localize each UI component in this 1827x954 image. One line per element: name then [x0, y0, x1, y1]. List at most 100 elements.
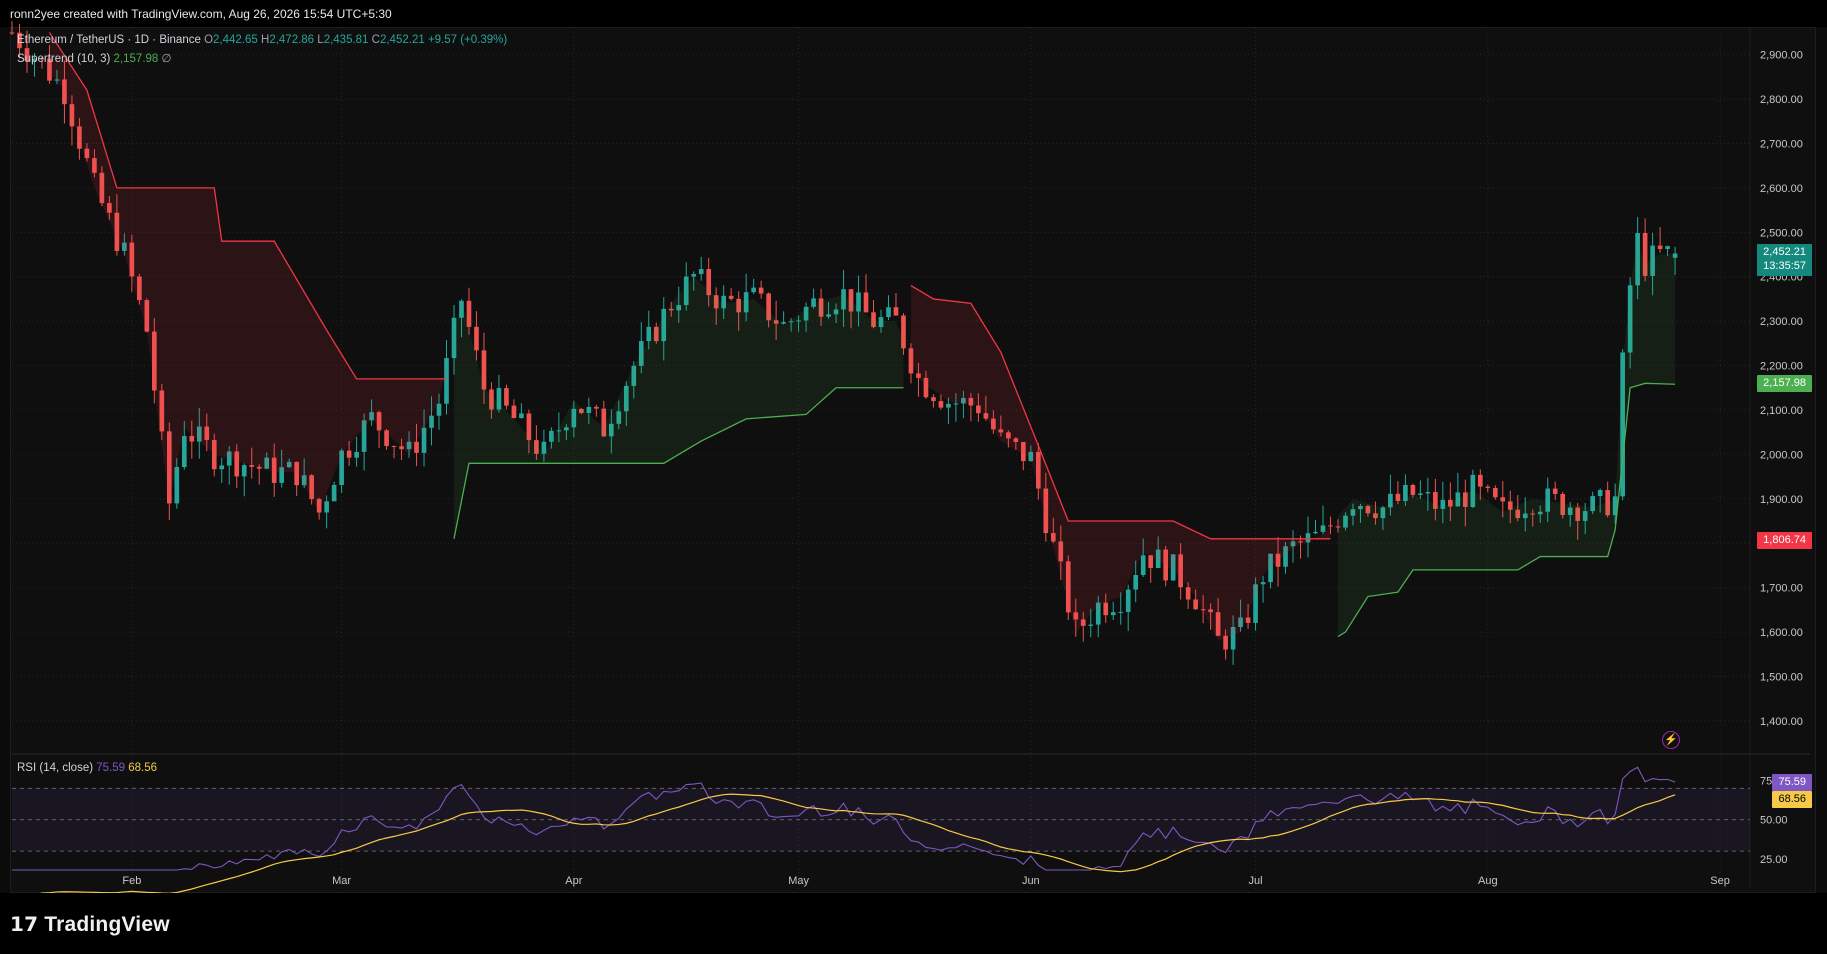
candle — [129, 234, 135, 292]
candle — [1095, 595, 1101, 638]
candle — [751, 278, 756, 294]
candle-body — [788, 321, 794, 323]
candle — [1230, 615, 1236, 665]
candle-body — [47, 58, 52, 81]
candle-body — [871, 312, 876, 328]
candle — [1260, 575, 1266, 603]
candle — [1328, 516, 1333, 534]
candle — [1635, 217, 1640, 300]
candle-body — [1088, 624, 1094, 626]
supertrend-fill — [1337, 241, 1676, 637]
candle — [1507, 490, 1513, 524]
supertrend-legend[interactable]: Supertrend (10, 3) 2,157.98 ∅ — [17, 51, 172, 65]
candle — [354, 436, 359, 467]
candle-body — [1537, 511, 1543, 515]
candle — [721, 285, 727, 319]
candle — [62, 60, 67, 124]
candle-body — [1283, 546, 1288, 567]
candle — [361, 413, 367, 471]
candle — [766, 292, 771, 328]
candle-body — [1418, 493, 1423, 495]
candle-body — [264, 457, 270, 469]
candle-body — [728, 295, 734, 299]
candle — [646, 310, 652, 350]
brand: 𝟭𝟳 TradingView — [10, 912, 170, 937]
x-tick-label: Feb — [122, 875, 141, 887]
candle-body — [301, 475, 307, 486]
candle-body — [309, 475, 314, 500]
candle — [826, 301, 831, 319]
candle-body — [1208, 609, 1213, 613]
candle — [316, 497, 322, 520]
candle-body — [286, 461, 292, 468]
candle-body — [1530, 513, 1536, 515]
y-tick-label: 2,100.00 — [1760, 405, 1803, 417]
candle-body — [1245, 617, 1251, 623]
candle-body — [1507, 501, 1513, 510]
candle — [631, 361, 637, 399]
candle — [249, 447, 255, 479]
candle-body — [556, 430, 562, 432]
candle — [144, 298, 150, 333]
supertrend-fill — [910, 285, 1331, 641]
candle — [1200, 595, 1206, 624]
close-value: 2,452.21 — [379, 34, 425, 46]
candle — [623, 381, 629, 426]
supertrend-fill — [49, 32, 447, 513]
candle — [668, 301, 674, 317]
candle-body — [376, 412, 382, 431]
candle — [196, 407, 202, 459]
candle — [1268, 553, 1273, 589]
candle-body — [586, 406, 592, 414]
candle-body — [743, 292, 749, 313]
candle — [1110, 601, 1116, 620]
candle — [1500, 481, 1506, 518]
candle — [1388, 474, 1393, 516]
candle-body — [324, 501, 329, 513]
candle — [1178, 543, 1183, 600]
tradingview-logo-icon: 𝟭𝟳 — [10, 914, 39, 936]
candle — [946, 397, 951, 424]
candle-body — [1073, 612, 1079, 620]
candle-body — [1230, 626, 1236, 650]
candle-body — [976, 405, 981, 414]
footer-bar — [0, 893, 1827, 954]
candle-body — [1657, 245, 1663, 250]
chart-canvas[interactable]: 1,400.001,500.001,600.001,700.001,800.00… — [0, 0, 1827, 893]
candle-body — [1470, 474, 1476, 507]
candle-body — [181, 435, 187, 468]
candle — [586, 397, 592, 425]
rsi-legend[interactable]: RSI (14, close) 75.59 68.56 — [17, 762, 157, 774]
candle-body — [9, 32, 15, 34]
lightning-icon[interactable]: ⚡ — [1662, 731, 1680, 749]
candle-body — [1343, 515, 1348, 528]
candle — [1448, 482, 1453, 521]
rsi-line — [12, 766, 1676, 871]
candle — [683, 262, 689, 311]
candle-body — [1455, 492, 1461, 507]
candle — [406, 431, 412, 458]
candle — [1582, 502, 1588, 535]
symbol-legend[interactable]: Ethereum / TetherUS · 1D · Binance O2,44… — [17, 34, 507, 46]
candle-body — [1365, 506, 1371, 514]
candle-body — [773, 320, 779, 324]
candle — [99, 166, 105, 207]
candle — [968, 392, 974, 422]
candle-body — [691, 274, 697, 277]
candle-body — [1313, 531, 1318, 534]
candle — [1013, 437, 1019, 450]
rsi-value: 75.59 — [96, 762, 126, 774]
candle — [878, 309, 884, 334]
candle — [1597, 488, 1603, 513]
candle-body — [1545, 488, 1551, 512]
candle-body — [1627, 285, 1633, 353]
candle — [901, 313, 906, 355]
supertrend-line — [48, 32, 447, 380]
candle — [436, 393, 442, 430]
candle-body — [638, 341, 644, 366]
candle-body — [923, 377, 929, 398]
candle-body — [1080, 619, 1086, 626]
candle-body — [219, 465, 225, 470]
candle-body — [1155, 549, 1161, 568]
candle-body — [1193, 599, 1198, 610]
